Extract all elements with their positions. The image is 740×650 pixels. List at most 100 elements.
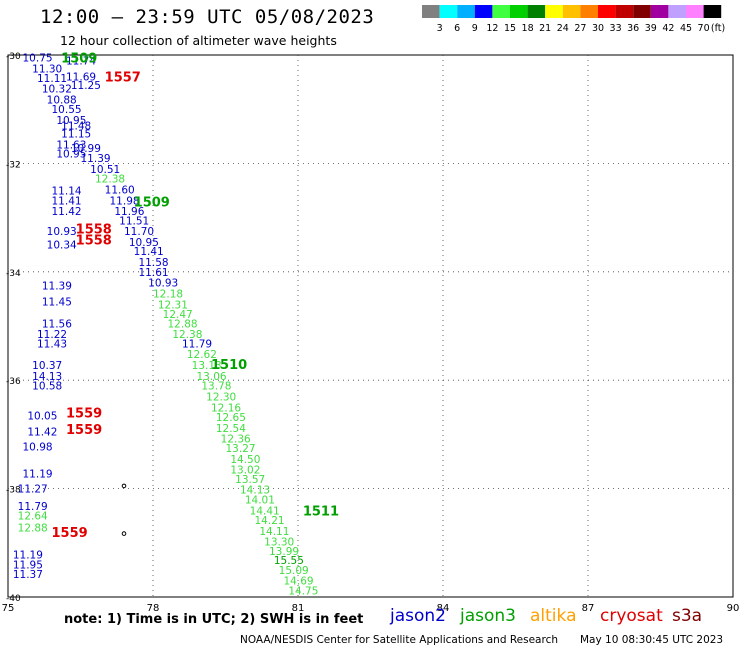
wave-height-point: 14.13 [32, 371, 62, 383]
legend-bin-label: 24 [557, 23, 569, 34]
lat-tick-label: -34 [6, 269, 21, 279]
legend-bin-label: 21 [539, 23, 551, 34]
legend-bin-label: 15 [504, 23, 516, 34]
wave-height-point: 12.36 [221, 434, 251, 446]
wave-height-point: 13.27 [226, 443, 256, 455]
legend-bin-label: 6 [454, 23, 460, 34]
wave-height-point: 14.50 [230, 454, 260, 466]
wave-height-point: 11.43 [37, 338, 67, 350]
legend-swatch [474, 5, 493, 18]
cycle-label: 1511 [303, 504, 339, 519]
wave-height-point: 10.98 [23, 441, 53, 453]
sat-label-s3a: s3a [672, 606, 703, 626]
legend-bin-label: 70 [698, 23, 710, 34]
wave-height-point: 11.79 [182, 338, 212, 350]
legend-bin-label: 12 [486, 23, 498, 34]
legend-bin-label: 3 [437, 23, 443, 34]
wave-height-point: 10.51 [90, 164, 120, 176]
lat-tick-label: -40 [6, 594, 21, 604]
generated-timestamp: May 10 08:30:45 UTC 2023 [580, 634, 724, 646]
wave-height-point: 11.37 [13, 569, 43, 581]
legend-swatch [545, 5, 563, 18]
legend-bin-label: 45 [680, 23, 692, 34]
wave-height-point: 12.62 [187, 349, 217, 361]
wave-height-point: 10.95 [56, 149, 86, 161]
wave-height-point: 13.06 [197, 371, 227, 383]
lat-tick-label: -38 [6, 486, 21, 496]
sat-label-altika: altika [530, 606, 577, 626]
sat-label-jason3: jason3 [460, 606, 516, 626]
wave-height-point: 11.58 [139, 257, 169, 269]
map-title: 12:00 – 23:59 UTC 05/08/2023 [40, 6, 375, 28]
legend-swatch [650, 5, 669, 18]
wave-height-point: 11.27 [18, 484, 48, 496]
wave-height-point: 12.88 [18, 523, 48, 535]
wave-height-point: 12.88 [168, 318, 198, 330]
sat-label-jason2: jason2 [390, 606, 446, 626]
cycle-label: 1509 [134, 195, 170, 210]
wave-height-point: 12.64 [18, 511, 48, 523]
lat-tick-label: -30 [6, 52, 21, 62]
legend-bin-label: 33 [610, 23, 622, 34]
wave-height-point: 11.42 [52, 206, 82, 218]
wave-height-point: 14.69 [284, 576, 314, 588]
legend-bin-label: 36 [627, 23, 639, 34]
wave-height-point: 11.11 [37, 73, 67, 85]
wave-height-point: 11.69 [66, 72, 96, 84]
wave-height-point: 11.48 [61, 120, 91, 132]
lon-tick-label: 78 [147, 603, 160, 614]
cycle-label: 1559 [52, 526, 88, 541]
wave-height-point: 13.30 [264, 537, 294, 549]
wave-height-point: 10.32 [42, 84, 72, 96]
cycle-label: 1559 [66, 423, 102, 438]
island-marker [121, 531, 127, 536]
wave-height-point: 14.11 [259, 526, 289, 538]
wave-height-point: 11.42 [27, 427, 57, 439]
wave-height-point: 14.13 [240, 485, 270, 497]
wave-height-point: 11.60 [105, 184, 135, 196]
wave-height-point: 11.19 [13, 550, 43, 562]
legend-bin-label: 39 [645, 23, 657, 34]
sat-label-cryosat: cryosat [600, 606, 663, 626]
cycle-label: 1557 [105, 71, 141, 86]
wave-height-point: 11.61 [139, 267, 169, 279]
legend-swatch [439, 5, 458, 18]
legend-swatch [633, 5, 651, 18]
wave-height-point: 15.09 [279, 565, 309, 577]
wave-height-point: 15.55 [274, 555, 304, 567]
wave-height-point: 11.19 [23, 468, 53, 480]
wave-height-point: 11.30 [32, 64, 62, 76]
wave-height-point: 11.25 [71, 80, 101, 92]
credit-text: NOAA/NESDIS Center for Satellite Applica… [240, 634, 558, 646]
legend-swatch [422, 5, 440, 18]
wave-height-point: 14.21 [255, 515, 285, 527]
wave-height-point: 11.95 [13, 559, 43, 571]
island-marker [121, 483, 127, 489]
legend-swatch [457, 5, 475, 18]
wave-height-point: 11.45 [42, 297, 72, 309]
legend-swatch [510, 5, 528, 18]
wave-height-point: 12.16 [211, 402, 241, 414]
legend-swatch [562, 5, 581, 18]
wave-height-point: 10.95 [56, 115, 86, 127]
cycle-label: 1510 [211, 358, 247, 373]
wave-height-point: 10.93 [47, 226, 77, 238]
wave-height-point: 10.37 [32, 360, 62, 372]
legend-swatch [703, 5, 722, 18]
legend-unit: (ft) [711, 23, 725, 34]
footer-note: note: 1) Time is in UTC; 2) SWH is in fe… [64, 612, 364, 627]
lat-tick-label: -36 [6, 377, 21, 387]
legend-swatch [615, 5, 634, 18]
wave-height-point: 11.41 [52, 195, 82, 207]
legend-swatch [492, 5, 510, 18]
wave-height-point: 12.18 [153, 288, 183, 300]
wave-height-point: 10.88 [47, 94, 77, 106]
lon-tick-label: 84 [437, 603, 450, 614]
wave-height-point: 13.57 [235, 474, 265, 486]
wave-height-point: 14.75 [288, 585, 318, 597]
map-subtitle: 12 hour collection of altimeter wave hei… [60, 33, 337, 48]
wave-height-point: 13.99 [269, 546, 299, 558]
wave-height-point: 11.56 [42, 318, 72, 330]
wave-height-point: 11.39 [42, 280, 72, 292]
